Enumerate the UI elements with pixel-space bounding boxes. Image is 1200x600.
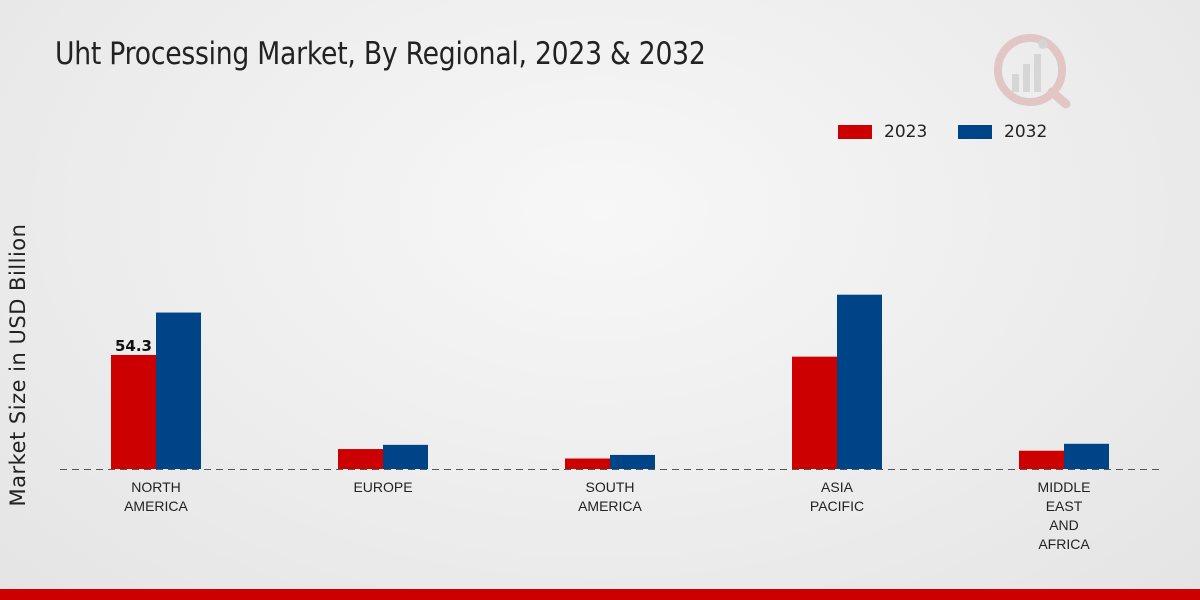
logo-bar: [1023, 64, 1030, 92]
bar-2023-south-america: [565, 458, 610, 469]
legend-label-2023: 2023: [884, 122, 928, 142]
logo-bar: [1034, 54, 1041, 92]
bar-2032-south-america: [610, 454, 655, 469]
bar-2032-asia-pacific: [837, 294, 882, 469]
chart-title: Uht Processing Market, By Regional, 2023…: [55, 36, 706, 72]
bar-2023-middle-east-and-africa: [1019, 450, 1064, 469]
bar-2023-asia-pacific: [792, 356, 837, 469]
bottom-accent-bar: [0, 589, 1200, 600]
legend-item-2023: 2023: [838, 122, 927, 142]
logo-watermark: [994, 34, 1071, 109]
legend-label-2032: 2032: [1004, 122, 1048, 142]
bar-2032-north-america: [156, 312, 201, 469]
x-tick-label-europe: EUROPE: [353, 479, 412, 495]
data-label-2023-north-america: 54.3: [115, 337, 152, 355]
logo-ring: [994, 34, 1066, 106]
legend-swatch-2023: [838, 125, 872, 139]
logo-handle: [1047, 87, 1071, 109]
bar-2023-north-america: [111, 354, 156, 469]
logo-bar: [1012, 74, 1019, 92]
logo-dot: [1038, 39, 1048, 49]
bar-2032-europe: [383, 444, 428, 469]
legend-swatch-2032: [958, 125, 992, 139]
x-tick-label-north-america: NORTH AMERICA: [124, 479, 188, 514]
bar-2032-middle-east-and-africa: [1064, 443, 1109, 469]
bar-2023-europe: [338, 449, 383, 469]
x-tick-label-south-america: SOUTH AMERICA: [578, 479, 642, 514]
x-tick-label-asia-pacific: ASIA PACIFIC: [810, 479, 864, 514]
legend-item-2032: 2032: [958, 122, 1047, 142]
x-tick-label-middle-east-and-africa: MIDDLE EAST AND AFRICA: [1038, 479, 1091, 552]
